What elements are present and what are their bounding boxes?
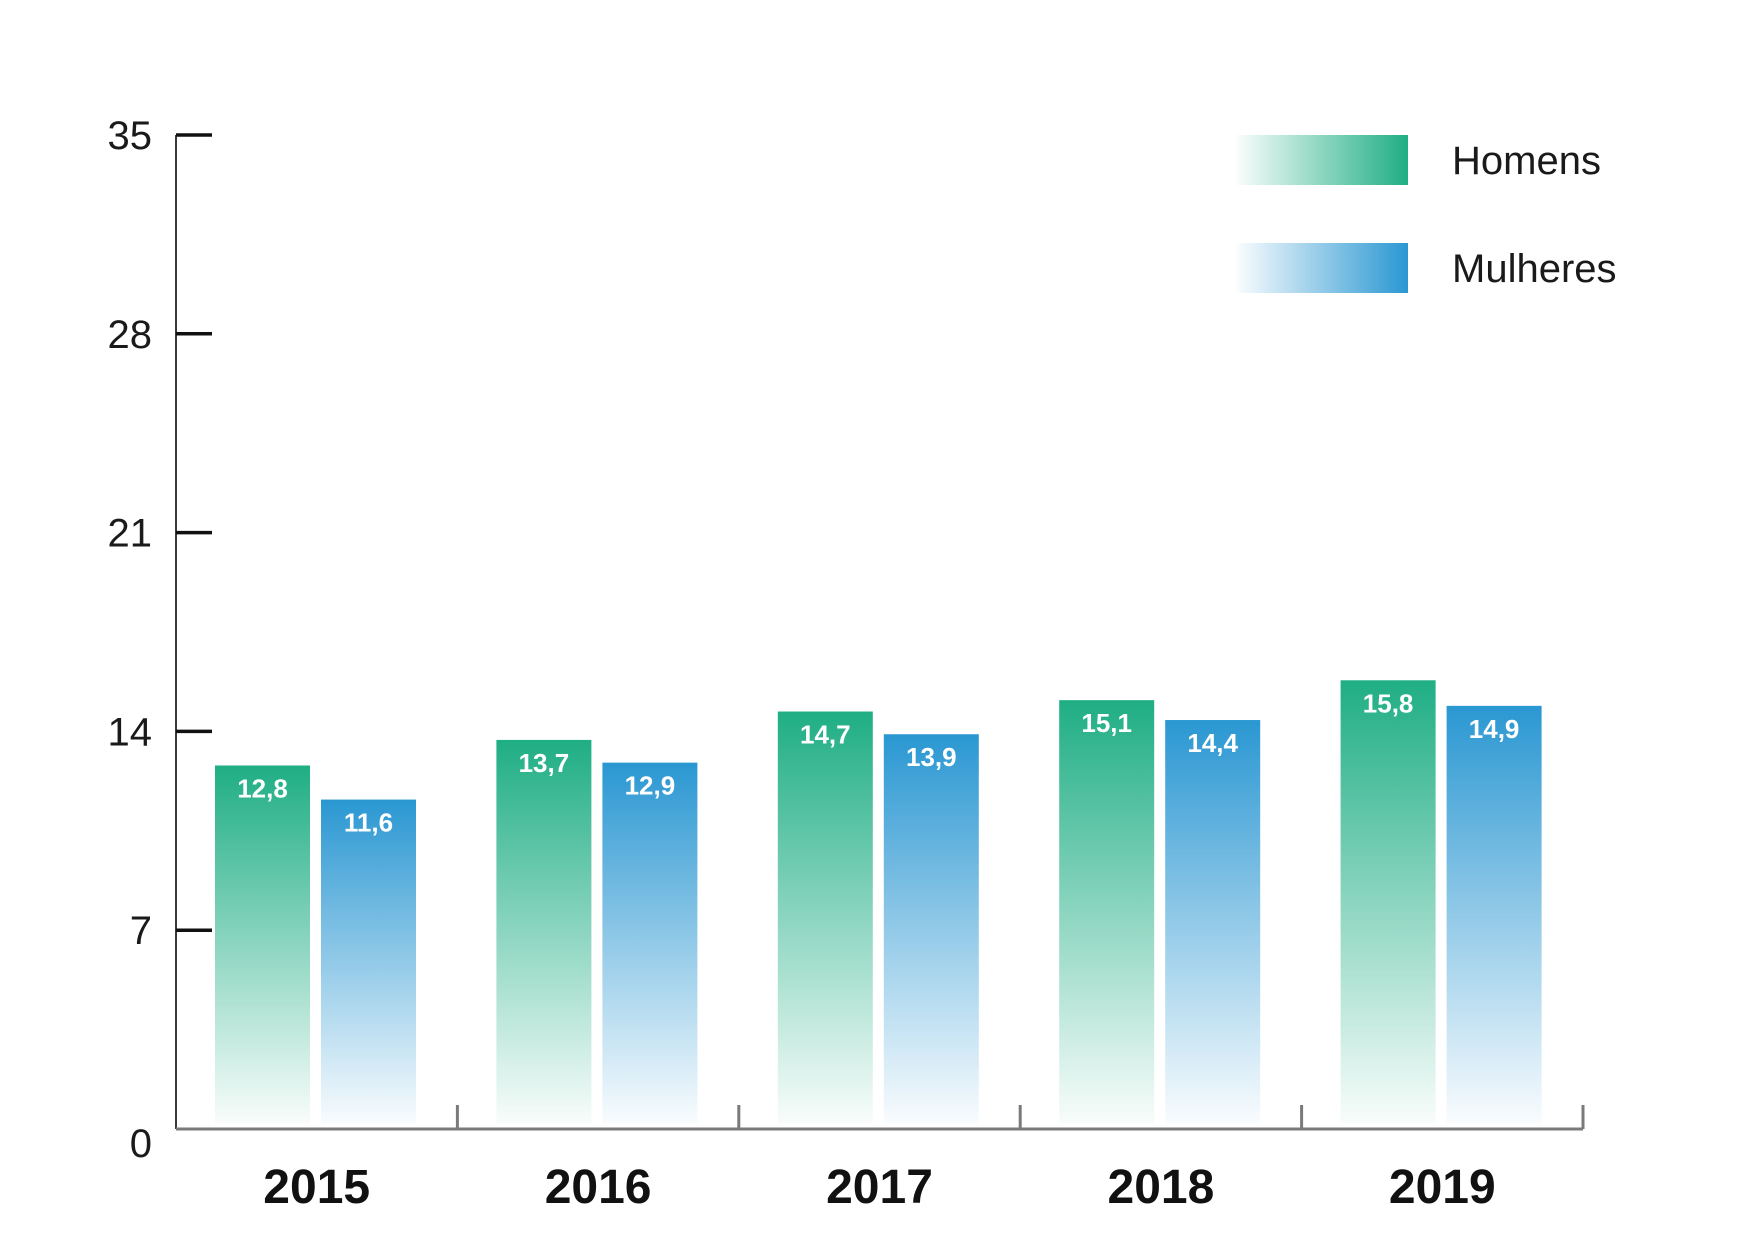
- bar-homens-2017: [777, 711, 873, 1123]
- y-tick-label: 0: [130, 1122, 152, 1166]
- y-tick-label: 35: [108, 114, 153, 158]
- y-tick-label: 14: [108, 710, 153, 754]
- data-label-mulheres-2016: 12,9: [625, 771, 676, 801]
- data-label-homens-2018: 15,1: [1081, 708, 1132, 738]
- bar-homens-2019: [1340, 680, 1436, 1123]
- data-label-homens-2017: 14,7: [800, 720, 851, 750]
- bar-mulheres-2019: [1446, 705, 1542, 1123]
- bar-homens-2018: [1059, 700, 1155, 1123]
- legend-swatch-mulheres: [1236, 243, 1408, 293]
- bars: [215, 680, 1542, 1123]
- data-label-homens-2019: 15,8: [1363, 688, 1414, 718]
- legend: Homens Mulheres: [1236, 135, 1617, 293]
- data-label-homens-2016: 13,7: [519, 748, 570, 778]
- data-label-mulheres-2018: 14,4: [1187, 728, 1238, 758]
- data-labels: 12,8 11,6 13,7 12,9 14,7 13,9 15,1 14,4 15,8 14,9: [237, 688, 1519, 837]
- x-tick-label: 2015: [263, 1161, 370, 1214]
- bar-mulheres-2016: [602, 762, 698, 1123]
- data-label-mulheres-2019: 14,9: [1469, 714, 1520, 744]
- legend-label-mulheres: Mulheres: [1452, 247, 1617, 291]
- data-label-homens-2015: 12,8: [237, 773, 288, 803]
- bar-mulheres-2018: [1165, 720, 1261, 1123]
- bar-mulheres-2017: [883, 734, 979, 1123]
- y-tick-label: 21: [108, 512, 153, 556]
- data-label-mulheres-2015: 11,6: [344, 808, 393, 838]
- y-tick-label: 7: [130, 909, 152, 953]
- x-tick-label: 2018: [1108, 1161, 1215, 1214]
- bar-homens-2015: [215, 765, 310, 1123]
- y-tick-label: 28: [108, 313, 153, 357]
- axes: 0 7 14 21 28 35 2015 2016 2017 2018 2019: [108, 114, 1585, 1214]
- bar-homens-2016: [496, 739, 592, 1123]
- data-label-mulheres-2017: 13,9: [906, 742, 957, 772]
- bar-mulheres-2015: [321, 799, 416, 1123]
- x-tick-label: 2016: [545, 1161, 652, 1214]
- x-tick-label: 2017: [826, 1161, 933, 1214]
- legend-label-homens: Homens: [1452, 139, 1601, 183]
- legend-swatch-homens: [1236, 135, 1408, 185]
- x-tick-label: 2019: [1389, 1161, 1496, 1214]
